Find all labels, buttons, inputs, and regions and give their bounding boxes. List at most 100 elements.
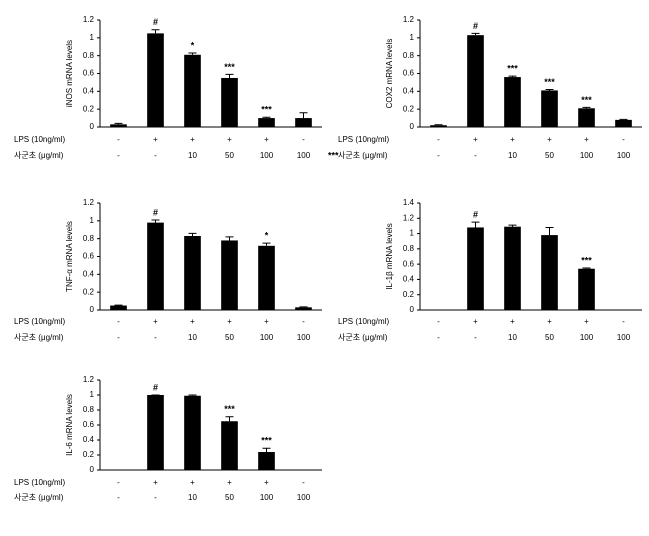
x-tick-label: + xyxy=(584,135,589,144)
x-row-label: LPS (10ng/ml) xyxy=(338,135,389,144)
significance-mark: * xyxy=(265,231,269,241)
significance-mark: * xyxy=(191,40,195,50)
x-tick-label: 100 xyxy=(580,333,594,342)
error-bar xyxy=(151,219,160,223)
x-row-label: 사군초 (μg/ml) xyxy=(338,151,388,160)
y-tick-label: 1.4 xyxy=(403,198,415,207)
error-bar xyxy=(545,89,554,91)
significance-mark: *** xyxy=(581,255,592,265)
x-tick-label: + xyxy=(510,135,515,144)
bar xyxy=(295,118,312,127)
bar xyxy=(467,227,484,310)
error-bar xyxy=(188,52,197,55)
x-tick-label: - xyxy=(154,151,157,160)
y-tick-label: 0.6 xyxy=(403,259,415,268)
y-tick-label: 1 xyxy=(410,229,415,238)
x-tick-label: + xyxy=(547,135,552,144)
x-tick-label: 100 xyxy=(580,151,594,160)
x-tick-label: 50 xyxy=(545,333,554,342)
x-row-label: LPS (10ng/ml) xyxy=(14,478,65,487)
error-bar xyxy=(225,416,234,422)
error-bar xyxy=(114,122,123,125)
y-tick-label: 1 xyxy=(90,33,95,42)
bar xyxy=(504,226,521,310)
bar xyxy=(110,124,127,127)
bar xyxy=(504,77,521,127)
x-tick-label: 50 xyxy=(225,493,234,502)
bar xyxy=(221,240,238,310)
error-bar xyxy=(508,224,517,227)
significance-mark: # xyxy=(153,207,158,217)
y-tick-label: 0.8 xyxy=(83,405,95,414)
y-tick-label: 1.2 xyxy=(83,198,95,207)
x-tick-label: + xyxy=(547,317,552,326)
bar xyxy=(184,235,201,310)
significance-mark: *** xyxy=(507,64,518,74)
y-tick-label: 1 xyxy=(410,33,415,42)
x-tick-label: + xyxy=(473,135,478,144)
bar xyxy=(147,395,164,470)
x-tick-label: - xyxy=(117,151,120,160)
x-tick-label: 100 xyxy=(260,151,274,160)
error-bar xyxy=(545,226,554,236)
y-tick-label: 0.8 xyxy=(83,234,95,243)
error-bar xyxy=(188,394,197,396)
x-tick-label: - xyxy=(117,493,120,502)
x-tick-label: 50 xyxy=(225,333,234,342)
error-bar xyxy=(471,32,480,36)
x-tick-label: - xyxy=(437,151,440,160)
y-tick-label: 0.6 xyxy=(403,69,415,78)
x-tick-label: 100 xyxy=(617,151,631,160)
x-row-label: LPS (10ng/ml) xyxy=(338,317,389,326)
note: *** xyxy=(328,150,339,160)
x-tick-label: 10 xyxy=(188,333,197,342)
y-tick-label: 0.6 xyxy=(83,420,95,429)
error-bar xyxy=(582,106,591,109)
y-tick-label: 0.4 xyxy=(403,86,415,95)
y-tick-label: 0 xyxy=(90,465,95,474)
bar xyxy=(295,307,312,310)
significance-mark: *** xyxy=(261,105,272,115)
significance-mark: # xyxy=(473,21,478,31)
x-tick-label: 100 xyxy=(260,493,274,502)
x-row-label: LPS (10ng/ml) xyxy=(14,317,65,326)
y-tick-label: 0.2 xyxy=(403,290,415,299)
x-tick-label: - xyxy=(437,135,440,144)
x-tick-label: + xyxy=(264,478,269,487)
x-tick-label: + xyxy=(153,317,158,326)
x-tick-label: 50 xyxy=(225,151,234,160)
x-tick-label: + xyxy=(227,135,232,144)
y-tick-label: 0.4 xyxy=(83,86,95,95)
bar xyxy=(467,35,484,127)
x-tick-label: 10 xyxy=(508,333,517,342)
x-tick-label: + xyxy=(264,317,269,326)
bar xyxy=(541,235,558,310)
x-tick-label: + xyxy=(584,317,589,326)
x-tick-label: 100 xyxy=(297,333,311,342)
significance-mark: # xyxy=(153,17,158,27)
x-tick-label: 100 xyxy=(297,151,311,160)
bar xyxy=(578,108,595,127)
x-tick-label: 10 xyxy=(188,493,197,502)
x-tick-label: + xyxy=(190,478,195,487)
x-tick-label: + xyxy=(510,317,515,326)
y-tick-label: 1.2 xyxy=(403,213,415,222)
x-tick-label: - xyxy=(117,135,120,144)
error-bar xyxy=(299,112,308,119)
x-tick-label: - xyxy=(117,317,120,326)
x-tick-label: 50 xyxy=(545,151,554,160)
x-tick-label: - xyxy=(474,151,477,160)
y-tick-label: 0.2 xyxy=(83,450,95,459)
x-tick-label: - xyxy=(622,317,625,326)
bar xyxy=(221,77,238,127)
bar xyxy=(221,421,238,470)
x-tick-label: + xyxy=(153,478,158,487)
x-tick-label: 10 xyxy=(188,151,197,160)
x-row-label: 사군초 (μg/ml) xyxy=(14,493,64,502)
error-bar xyxy=(262,242,271,246)
error-bar xyxy=(508,75,517,78)
x-tick-label: - xyxy=(622,135,625,144)
significance-mark: # xyxy=(473,209,478,219)
y-axis-label: IL-1β mRNA levels xyxy=(385,223,394,289)
x-tick-label: + xyxy=(227,317,232,326)
